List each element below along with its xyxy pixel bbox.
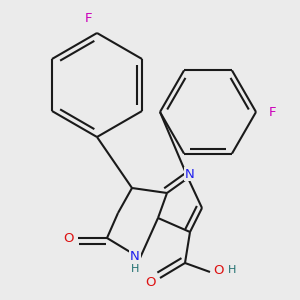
Text: O: O [213,263,223,277]
Text: N: N [185,167,195,181]
Text: N: N [130,250,140,262]
Text: O: O [145,277,155,290]
Text: H: H [131,264,139,274]
Text: F: F [85,13,93,26]
Text: F: F [268,106,276,118]
Text: H: H [228,265,236,275]
Text: O: O [63,232,73,244]
